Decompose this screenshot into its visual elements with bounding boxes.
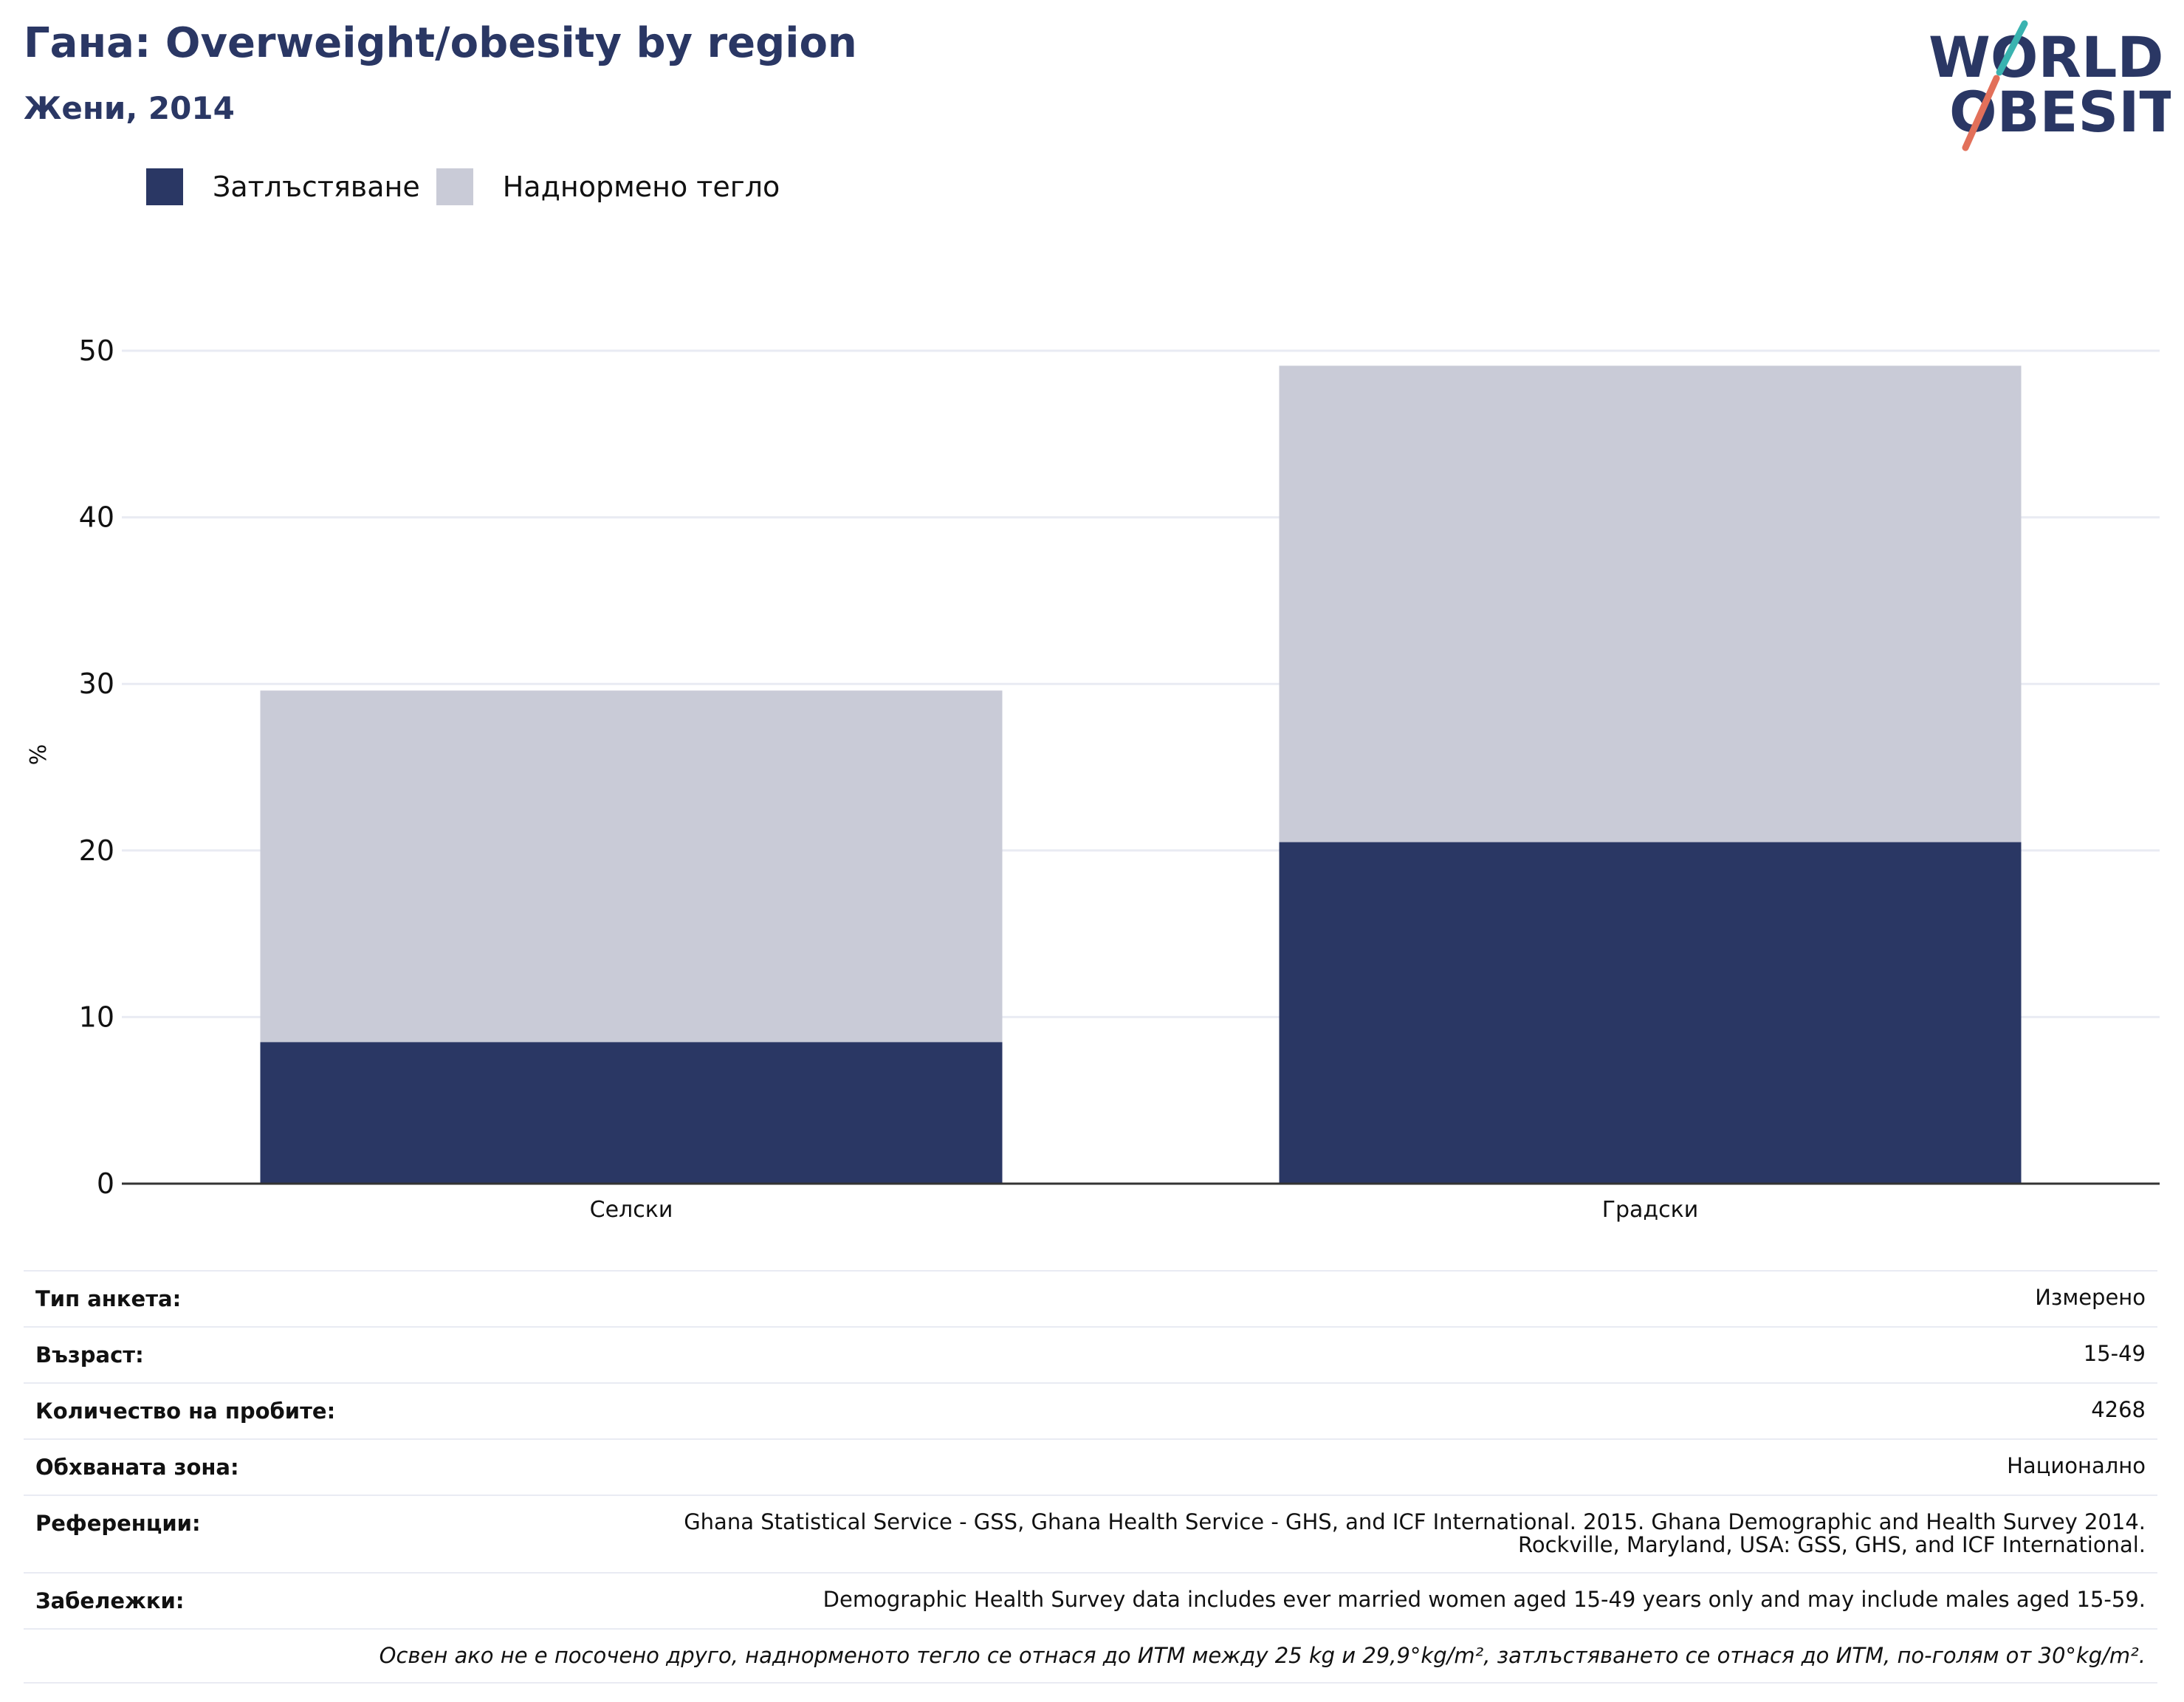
table-row-sample-size: Количество на пробите: 4268 <box>24 1384 2157 1440</box>
chart-title: Гана: Overweight/obesity by region <box>24 19 857 67</box>
table-row-area: Обхваната зона: Национално <box>24 1440 2157 1496</box>
legend-swatch-overweight <box>436 168 473 205</box>
table-row-survey-type: Тип анкета: Измерено <box>24 1272 2157 1328</box>
table-row-footnote: Освен ако не е посочено друго, наднормен… <box>24 1630 2157 1684</box>
legend-item-overweight[interactable]: Наднормено тегло <box>436 168 780 205</box>
stacked-bar-chart: 0 10 20 30 40 50 Селски Градски% <box>26 334 2160 1223</box>
y-tick-label: 20 <box>79 834 114 867</box>
area-value: Национално <box>2007 1453 2146 1478</box>
bar-segment-obesity <box>1279 842 2022 1184</box>
sample-size-value: 4268 <box>2091 1397 2146 1422</box>
table-row-age: Възраст: 15-49 <box>24 1328 2157 1384</box>
sample-size-label: Количество на пробите: <box>35 1399 336 1424</box>
notes-value: Demographic Health Survey data includes … <box>823 1586 2146 1612</box>
area-label: Обхваната зона: <box>35 1455 239 1480</box>
y-tick-label: 10 <box>79 1001 114 1033</box>
y-tick-label: 0 <box>97 1167 114 1200</box>
table-row-notes: Забележки: Demographic Health Survey dat… <box>24 1574 2157 1630</box>
chart-subtitle: Жени, 2014 <box>24 90 235 126</box>
logo-slash-bottom <box>1962 75 2000 151</box>
x-tick-label: Градски <box>1602 1197 1699 1223</box>
survey-type-label: Тип анкета: <box>35 1286 182 1311</box>
y-tick-label: 40 <box>79 501 114 534</box>
references-label: Референции: <box>35 1511 201 1536</box>
table-row-references: Референции: Ghana Statistical Service - … <box>24 1496 2157 1574</box>
bar-segment-overweight <box>1279 366 2022 843</box>
legend-label-overweight: Наднормено тегло <box>502 171 780 203</box>
y-axis-label: % <box>26 744 52 766</box>
world-obesity-logo: WORLD OBESITY <box>1929 20 2171 151</box>
age-value: 15-49 <box>2083 1341 2146 1366</box>
notes-label: Забележки: <box>35 1588 185 1613</box>
logo-word-obesity: OBESITY <box>1949 79 2171 145</box>
bar-segment-obesity <box>260 1042 1003 1184</box>
legend-swatch-obesity <box>146 168 183 205</box>
bar-segment-overweight <box>260 690 1003 1043</box>
logo-slash-top <box>1996 20 2028 76</box>
bmi-definition-footnote: Освен ако не е посочено друго, наднормен… <box>379 1642 2146 1668</box>
chart-legend: Затлъстяване Наднормено тегло <box>146 168 796 205</box>
survey-info-table: Тип анкета: Измерено Възраст: 15-49 Коли… <box>24 1270 2157 1684</box>
y-tick-label: 30 <box>79 668 114 700</box>
x-tick-label: Селски <box>590 1197 673 1223</box>
survey-type-value: Измерено <box>2035 1285 2146 1310</box>
references-value: Ghana Statistical Service - GSS, Ghana H… <box>684 1509 2146 1558</box>
legend-item-obesity[interactable]: Затлъстяване <box>146 168 420 205</box>
legend-label-obesity: Затлъстяване <box>213 171 420 203</box>
age-label: Възраст: <box>35 1342 144 1368</box>
y-tick-label: 50 <box>79 334 114 367</box>
logo-word-world: WORLD <box>1929 24 2163 90</box>
